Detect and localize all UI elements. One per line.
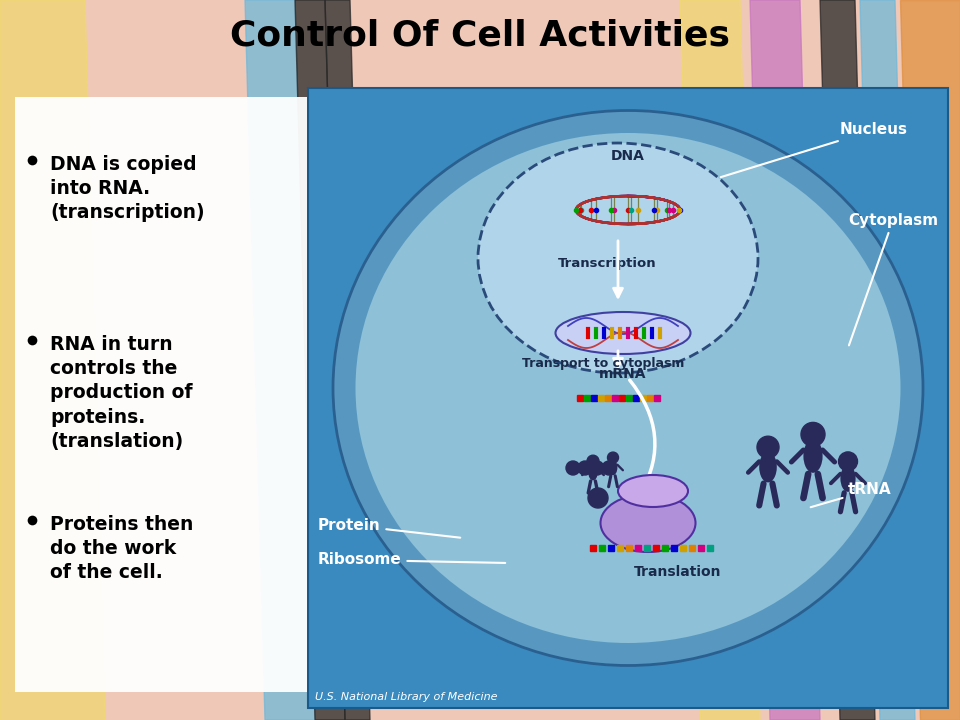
Text: Control Of Cell Activities: Control Of Cell Activities [230,18,730,52]
Text: DNA is copied
into RNA.
(transcription): DNA is copied into RNA. (transcription) [50,155,204,222]
Circle shape [757,436,779,458]
Ellipse shape [333,110,923,665]
Text: DNA: DNA [612,149,645,163]
Polygon shape [750,0,820,720]
Circle shape [566,461,580,475]
Text: Translation: Translation [635,565,722,579]
Circle shape [602,461,616,475]
Ellipse shape [840,465,855,492]
Circle shape [590,461,604,475]
Circle shape [608,452,618,463]
Polygon shape [0,0,105,720]
Polygon shape [860,0,915,720]
Text: U.S. National Library of Medicine: U.S. National Library of Medicine [315,692,497,702]
Circle shape [801,423,825,446]
Ellipse shape [588,464,598,480]
Ellipse shape [804,439,823,473]
Text: Transport to cytoplasm: Transport to cytoplasm [522,356,684,369]
Text: Ribosome: Ribosome [318,552,505,567]
Bar [308,88,948,708]
Ellipse shape [618,475,688,507]
Text: tRNA: tRNA [810,482,892,507]
Ellipse shape [609,460,617,475]
Circle shape [578,461,592,475]
Ellipse shape [355,133,900,643]
Text: Protein: Protein [318,518,460,538]
Text: RNA in turn
controls the
production of
proteins.
(translation): RNA in turn controls the production of p… [50,335,193,451]
Circle shape [838,452,857,471]
Polygon shape [900,0,960,720]
Polygon shape [325,0,370,720]
Text: mRNA: mRNA [599,367,647,381]
Circle shape [587,455,599,467]
Polygon shape [295,0,345,720]
Polygon shape [680,0,760,720]
FancyBboxPatch shape [15,97,307,692]
Text: Cytoplasm: Cytoplasm [848,212,938,346]
Text: Transcription: Transcription [558,256,657,269]
Circle shape [588,488,608,508]
Ellipse shape [478,143,758,373]
Ellipse shape [556,312,690,354]
Polygon shape [245,0,315,720]
Ellipse shape [601,494,695,552]
Ellipse shape [759,451,777,482]
Polygon shape [820,0,875,720]
Text: Nucleus: Nucleus [721,122,908,177]
Text: Proteins then
do the work
of the cell.: Proteins then do the work of the cell. [50,515,193,582]
